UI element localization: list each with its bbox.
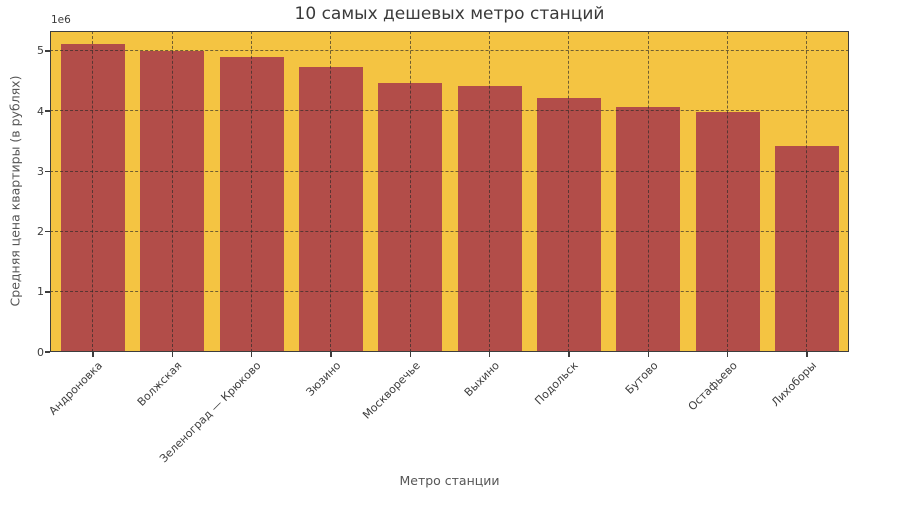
x-gridline — [409, 31, 411, 352]
x-gridline — [171, 31, 173, 352]
y-tick-mark — [45, 291, 50, 293]
y-tick-label: 2 — [37, 225, 44, 239]
x-gridline — [488, 31, 490, 352]
x-axis-label: Метро станции — [399, 473, 500, 488]
x-tick-label: Волжская — [134, 359, 185, 409]
y-gridline — [50, 230, 849, 232]
x-tick-label: Андроновка — [46, 359, 106, 418]
x-tick-mark — [409, 352, 412, 357]
y-tick-label: 3 — [37, 164, 44, 178]
y-gridline — [50, 170, 849, 172]
x-tick-mark — [726, 352, 729, 357]
x-gridline — [250, 31, 252, 352]
x-gridline — [330, 31, 332, 352]
x-tick-label: Бутово — [622, 359, 661, 397]
y-tick-mark — [45, 50, 50, 52]
x-tick-label: Москворечье — [359, 359, 423, 422]
x-gridline — [568, 31, 570, 352]
x-tick-label: Остафьево — [685, 359, 740, 414]
y-tick-mark — [45, 110, 50, 112]
x-gridline — [647, 31, 649, 352]
x-gridline — [92, 31, 94, 352]
y-tick-mark — [45, 351, 50, 353]
x-tick-label: Лихоборы — [769, 359, 820, 410]
y-tick-mark — [45, 170, 50, 173]
y-gridline — [50, 50, 849, 52]
x-tick-label: Зюзино — [303, 359, 344, 399]
x-tick-mark — [92, 352, 94, 357]
x-tick-mark — [171, 352, 174, 357]
x-gridline — [726, 31, 728, 352]
x-tick-label: Подольск — [532, 359, 582, 408]
x-tick-mark — [488, 352, 491, 357]
y-tick-label: 1 — [37, 285, 44, 299]
y-tick-label: 5 — [37, 44, 44, 58]
y-axis-offset-label: 1e6 — [51, 14, 71, 26]
y-tick-label: 0 — [37, 345, 44, 359]
y-gridline — [50, 291, 849, 293]
x-tick-mark — [568, 352, 570, 357]
y-gridline — [50, 110, 849, 112]
x-tick-mark — [330, 352, 332, 357]
y-axis-label: Средняя цена квартиры (в рублях) — [7, 75, 23, 307]
y-tick-mark — [45, 230, 50, 233]
x-tick-mark — [250, 352, 253, 357]
x-tick-mark — [806, 352, 808, 357]
y-tick-label: 4 — [37, 104, 44, 118]
chart-title: 10 самых дешевых метро станций — [294, 4, 605, 24]
x-tick-label: Выхино — [461, 359, 502, 400]
x-gridline — [806, 31, 808, 352]
x-tick-mark — [647, 352, 650, 357]
